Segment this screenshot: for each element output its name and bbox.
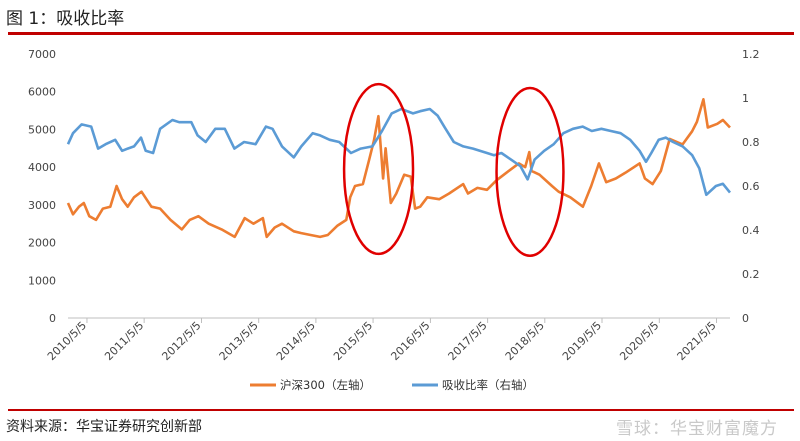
highlight-ellipse-2 xyxy=(495,86,565,258)
watermark: 雪球：华宝财富魔方 xyxy=(616,419,778,439)
x-tick-label: 2020/5/5 xyxy=(617,319,661,363)
x-tick-label: 2015/5/5 xyxy=(331,319,375,363)
x-tick-label: 2021/5/5 xyxy=(675,319,719,363)
figure-title: 图 1：吸收比率 xyxy=(6,9,125,29)
absorption-ratio-line xyxy=(66,107,732,197)
y-left-tick-label: 7000 xyxy=(28,48,56,61)
y-right-tick-label: 0.4 xyxy=(742,224,760,237)
hs300-line xyxy=(66,97,731,239)
absorption-ratio-chart: 0 1000 2000 3000 4000 5000 6000 7000 0 0.2 0.4 0.6… xyxy=(28,48,760,392)
y-right-tick-label: 0.2 xyxy=(742,268,760,281)
y-right-tick-label: 0.8 xyxy=(742,136,760,149)
left-y-axis: 0 1000 2000 3000 4000 5000 6000 7000 xyxy=(28,48,56,325)
y-right-tick-label: 0 xyxy=(742,312,749,325)
y-right-tick-label: 1.2 xyxy=(742,48,760,61)
series-layer xyxy=(66,97,732,239)
bottom-divider xyxy=(8,409,794,411)
y-left-tick-label: 2000 xyxy=(28,237,56,250)
x-tick-label: 2011/5/5 xyxy=(102,319,146,363)
y-left-tick-label: 3000 xyxy=(28,199,56,212)
x-tick-label: 2016/5/5 xyxy=(388,319,432,363)
x-tick-label: 2017/5/5 xyxy=(446,319,490,363)
x-tick-label: 2018/5/5 xyxy=(503,319,547,363)
y-left-tick-label: 5000 xyxy=(28,123,56,136)
annotation-layer xyxy=(342,82,565,258)
y-left-tick-label: 1000 xyxy=(28,274,56,287)
legend: 沪深300（左轴） 吸收比率（右轴） xyxy=(250,378,534,392)
y-right-tick-label: 0.6 xyxy=(742,180,760,193)
x-tick-label: 2014/5/5 xyxy=(274,319,318,363)
source-note: 资料来源：华宝证券研究创新部 xyxy=(6,419,202,435)
y-left-tick-label: 0 xyxy=(49,312,56,325)
legend-label-hs300: 沪深300（左轴） xyxy=(280,378,371,392)
x-tick-label: 2012/5/5 xyxy=(159,319,203,363)
highlight-ellipse-1 xyxy=(342,82,415,256)
top-divider xyxy=(8,32,794,35)
x-tick-label: 2010/5/5 xyxy=(45,319,89,363)
y-left-tick-label: 6000 xyxy=(28,86,56,99)
legend-label-absorption: 吸收比率（右轴） xyxy=(442,378,534,392)
x-tick-label: 2013/5/5 xyxy=(217,319,261,363)
x-tick-label: 2019/5/5 xyxy=(560,319,604,363)
y-left-tick-label: 4000 xyxy=(28,161,56,174)
y-right-tick-label: 1 xyxy=(742,92,749,105)
right-y-axis: 0 0.2 0.4 0.6 0.8 1 1.2 xyxy=(742,48,760,325)
x-axis: 2010/5/5 2011/5/5 2012/5/5 2013/5/5 2014/5/5… xyxy=(45,317,730,363)
